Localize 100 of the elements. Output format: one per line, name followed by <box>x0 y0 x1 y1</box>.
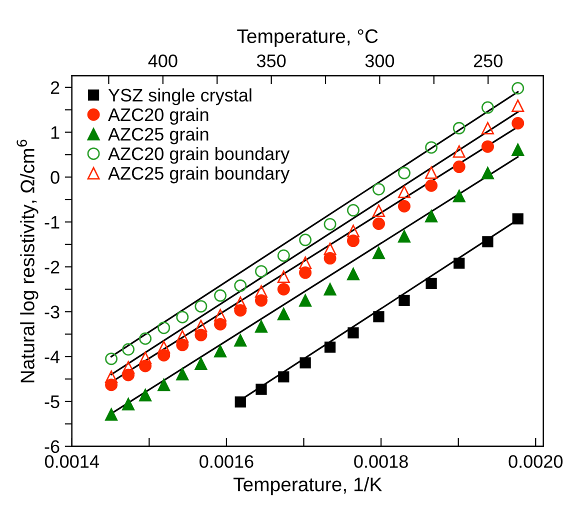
point <box>398 294 410 306</box>
point <box>512 143 524 156</box>
point <box>234 279 247 292</box>
x2-tick-label: 250 <box>474 54 502 68</box>
point <box>481 101 494 114</box>
point <box>324 342 336 353</box>
point <box>452 160 466 174</box>
point <box>324 242 336 256</box>
point <box>255 285 268 298</box>
point <box>278 371 290 382</box>
x-tick-label: 0.0020 <box>508 455 563 468</box>
y-tick-label: -1 <box>44 216 60 229</box>
point <box>176 310 189 324</box>
point <box>398 186 410 198</box>
y-tick-label: -5 <box>44 396 60 408</box>
point <box>299 234 312 246</box>
point <box>348 327 359 338</box>
point <box>346 224 360 238</box>
x2-tick-label: 300 <box>365 54 394 68</box>
point <box>324 283 336 296</box>
x-tick-label: 0.0018 <box>354 455 408 468</box>
point <box>452 145 466 158</box>
x-axis-title: Temperature, 1/K <box>234 477 382 496</box>
y-tick-label: -6 <box>44 440 60 454</box>
y-tick-label: -3 <box>44 306 60 318</box>
point <box>512 100 524 112</box>
point <box>512 213 524 224</box>
x2-tick-label: 400 <box>148 54 178 68</box>
x-tick-label: 0.0014 <box>44 455 99 468</box>
y-axis-title: Natural log resistivity, Ω/cm$^{6}$ <box>16 140 38 382</box>
point <box>256 384 267 395</box>
y-tick-label: -2 <box>44 260 60 274</box>
point <box>277 249 290 262</box>
point <box>324 218 336 230</box>
point <box>373 311 384 322</box>
y-tick-label: 0 <box>50 171 60 184</box>
point <box>214 289 227 302</box>
point <box>346 234 360 248</box>
point <box>372 218 385 230</box>
legend-label: AZC25 grain <box>108 127 208 144</box>
point <box>277 270 290 283</box>
point <box>398 166 410 180</box>
point <box>214 309 227 322</box>
point <box>105 370 118 384</box>
point <box>194 300 208 313</box>
point <box>512 117 524 130</box>
point <box>299 266 312 279</box>
point <box>425 166 438 179</box>
point <box>194 320 208 332</box>
point <box>255 320 268 333</box>
x-tick-label: 0.0016 <box>200 455 254 468</box>
point <box>512 82 524 95</box>
point <box>481 122 494 134</box>
point <box>425 141 438 154</box>
y-tick-label: 1 <box>51 126 60 139</box>
point <box>105 352 118 366</box>
point <box>425 210 438 222</box>
point <box>454 258 465 269</box>
point <box>122 361 135 374</box>
point <box>372 204 385 217</box>
point <box>158 322 170 334</box>
point <box>299 294 312 307</box>
point <box>346 204 360 217</box>
point <box>452 122 466 134</box>
point <box>277 308 290 320</box>
point <box>452 190 466 202</box>
legend-label: AZC20 grain boundary <box>108 146 290 164</box>
point <box>481 166 494 180</box>
point <box>158 340 170 354</box>
point <box>372 246 385 260</box>
x2-axis-title: Temperature, °C <box>237 29 378 47</box>
point <box>398 200 410 213</box>
point <box>139 388 152 402</box>
point <box>176 330 189 343</box>
point <box>300 357 311 368</box>
y-tick-label: 2 <box>50 81 60 94</box>
y-tick-label: -4 <box>44 350 60 364</box>
point <box>122 398 135 410</box>
point <box>426 278 437 289</box>
point <box>255 265 268 278</box>
point <box>158 378 170 392</box>
point <box>122 343 135 356</box>
point <box>194 358 208 370</box>
point <box>482 236 494 248</box>
point <box>234 334 247 347</box>
point <box>277 283 290 296</box>
point <box>105 408 118 421</box>
point <box>299 256 312 270</box>
point <box>139 352 152 364</box>
point <box>398 230 410 243</box>
point <box>481 140 494 153</box>
legend-label: YSZ single crystal <box>108 88 252 106</box>
legend-label: AZC25 grain boundary <box>108 166 290 184</box>
point <box>176 368 189 380</box>
point <box>372 182 385 196</box>
point <box>234 396 246 408</box>
point <box>139 332 152 345</box>
x2-tick-label: 350 <box>256 54 286 68</box>
point <box>425 179 438 192</box>
legend-label: AZC20 grain <box>108 108 208 125</box>
